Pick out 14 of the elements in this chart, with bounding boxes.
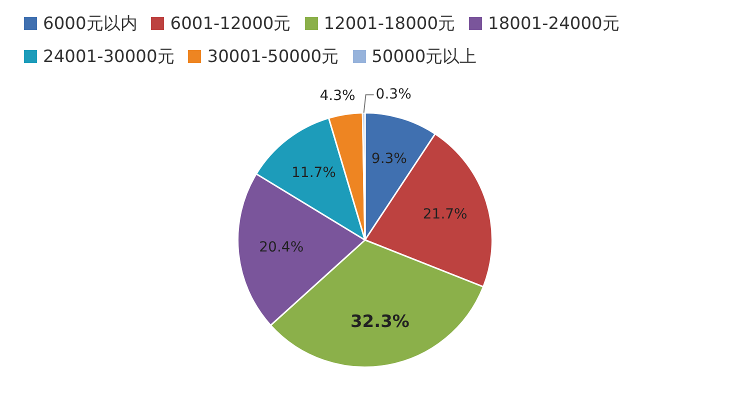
legend-label: 18001-24000元 — [488, 13, 620, 35]
legend-label: 6001-12000元 — [170, 13, 291, 35]
legend-label: 50000元以上 — [372, 46, 477, 68]
data-label: 4.3% — [320, 88, 356, 104]
data-label: 21.7% — [422, 206, 468, 222]
legend-label: 30001-50000元 — [207, 46, 339, 68]
legend-label: 24001-30000元 — [43, 46, 174, 68]
data-label: 20.4% — [259, 240, 304, 256]
legend-label: 6000元以内 — [43, 13, 138, 35]
data-label: 11.7% — [291, 165, 336, 182]
data-label: 32.3% — [350, 312, 410, 332]
legend-label: 12001-18000元 — [324, 13, 456, 35]
data-label: 0.3% — [376, 86, 412, 102]
data-label: 9.3% — [371, 151, 407, 168]
